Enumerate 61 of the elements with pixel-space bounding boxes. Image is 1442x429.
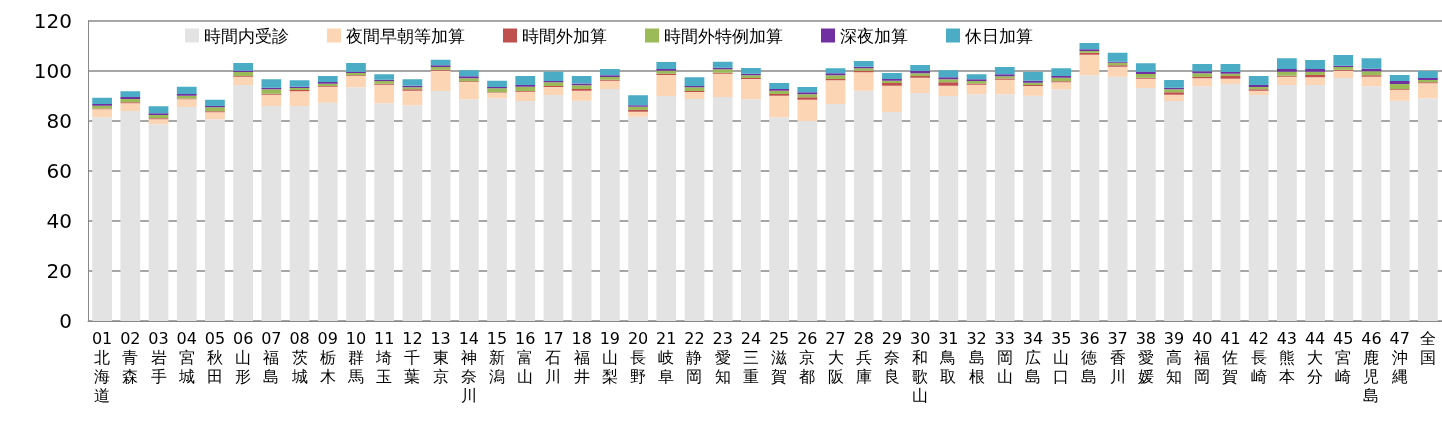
legend-label: 深夜加算 xyxy=(840,25,908,46)
x-tick-label: 13東京 xyxy=(430,329,451,386)
x-tick-label: 23愛知 xyxy=(712,329,733,386)
x-tick-label: 38愛媛 xyxy=(1135,329,1156,386)
legend-label: 時間外特例加算 xyxy=(664,25,783,46)
x-tick-label: 36徳島 xyxy=(1079,329,1100,386)
x-tick-label: 16富山 xyxy=(515,329,536,386)
y-tick-label: 60 xyxy=(46,159,72,183)
x-tick-label: 29奈良 xyxy=(881,329,903,386)
x-tick-label: 20長野 xyxy=(627,329,649,386)
x-tick-label: 32島根 xyxy=(966,329,987,386)
x-tick-label: 39高知 xyxy=(1163,329,1185,386)
x-tick-label: 47沖縄 xyxy=(1389,329,1410,386)
x-tick-label: 35山口 xyxy=(1051,329,1072,386)
x-tick-label: 04宮城 xyxy=(176,329,197,386)
x-tick-label: 33岡山 xyxy=(994,329,1015,386)
x-tick-label: 03岩手 xyxy=(148,329,169,386)
x-tick-label: 40福岡 xyxy=(1192,329,1213,386)
x-tick-label: 09栃木 xyxy=(317,329,338,386)
x-tick-label: 42長崎 xyxy=(1248,329,1269,386)
x-tick-label: 28兵庫 xyxy=(853,329,874,386)
x-tick-label: 12千葉 xyxy=(402,329,423,386)
x-tick-label: 10群馬 xyxy=(345,329,367,386)
x-tick-label: 25滋賀 xyxy=(768,329,790,386)
x-tick-label: 26京都 xyxy=(797,329,818,386)
x-tick-label: 18福井 xyxy=(571,329,592,386)
legend-label: 時間内受診 xyxy=(204,25,289,46)
x-tick-label: 14神奈川 xyxy=(458,329,479,405)
x-tick-label: 07福島 xyxy=(261,329,282,386)
x-tick-label: 37香川 xyxy=(1107,329,1128,386)
y-tick-label: 0 xyxy=(59,309,72,333)
x-tick-label: 15新潟 xyxy=(486,329,508,386)
x-tick-label: 05秋田 xyxy=(204,329,226,386)
x-tick-label: 44大分 xyxy=(1304,329,1326,386)
x-tick-label: 45宮崎 xyxy=(1333,329,1354,386)
x-tick-label: 34広島 xyxy=(1022,329,1044,386)
legend-label: 夜間早朝等加算 xyxy=(346,25,465,46)
x-tick-label: 30和歌山 xyxy=(909,329,931,405)
x-tick-label: 46鹿児島 xyxy=(1361,329,1382,405)
x-tick-label: 06山形 xyxy=(232,329,254,386)
x-tick-label: 21岐阜 xyxy=(656,329,677,386)
y-tick-label: 40 xyxy=(46,209,72,233)
x-tick-label: 22静岡 xyxy=(684,329,705,386)
x-tick-label: 27大阪 xyxy=(825,329,846,386)
x-tick-label: 17石川 xyxy=(543,329,564,386)
x-tick-label: 全国 xyxy=(1419,329,1436,367)
x-tick-label: 11埼玉 xyxy=(374,329,395,386)
x-tick-label: 19山梨 xyxy=(599,329,621,386)
y-tick-label: 80 xyxy=(46,109,72,133)
legend-label: 休日加算 xyxy=(965,25,1033,46)
x-tick-label: 43熊本 xyxy=(1276,329,1298,386)
x-tick-label: 24三重 xyxy=(740,329,762,386)
x-tick-label: 41佐賀 xyxy=(1220,329,1241,386)
x-tick-label: 02青森 xyxy=(120,329,141,386)
legend-label: 時間外加算 xyxy=(522,25,607,46)
y-tick-label: 120 xyxy=(33,9,72,33)
y-tick-label: 20 xyxy=(46,259,72,283)
x-tick-label: 01北海道 xyxy=(91,329,113,405)
y-tick-label: 100 xyxy=(33,59,72,83)
x-tick-label: 31鳥取 xyxy=(938,329,959,386)
x-tick-label: 08茨城 xyxy=(289,329,310,386)
